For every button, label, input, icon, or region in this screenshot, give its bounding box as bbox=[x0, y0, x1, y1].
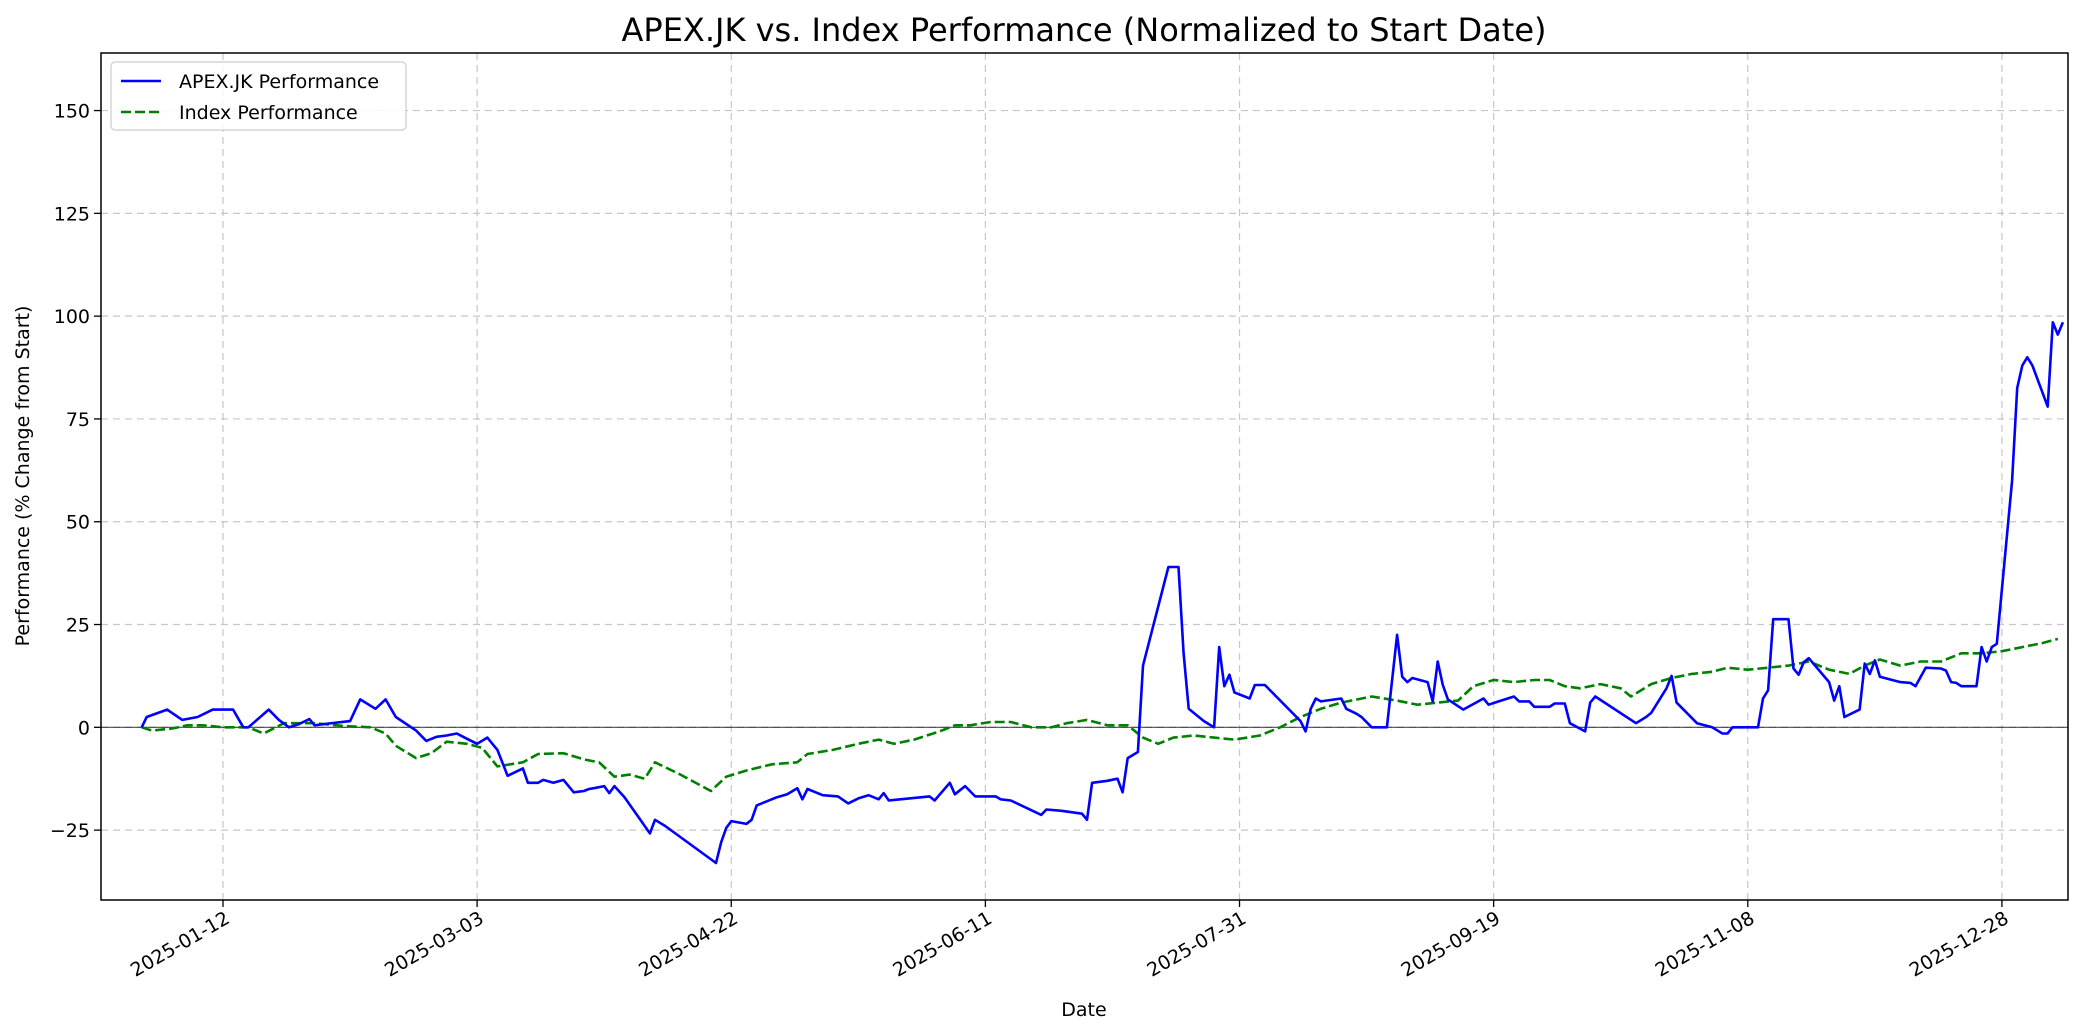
x-tick-label: 2025-07-31 bbox=[1143, 907, 1250, 981]
x-tick-label: 2025-01-12 bbox=[127, 907, 234, 981]
x-tick-label: 2025-12-28 bbox=[1906, 907, 2013, 981]
x-tick-label: 2025-04-22 bbox=[635, 907, 742, 981]
x-axis-label: Date bbox=[1061, 999, 1106, 1021]
y-axis-label: Performance (% Change from Start) bbox=[12, 306, 34, 647]
x-tick-label: 2025-11-08 bbox=[1652, 907, 1759, 981]
legend: APEX.JK Performance Index Performance bbox=[110, 61, 407, 131]
y-tick-label: 0 bbox=[78, 717, 90, 739]
y-tick-label: 75 bbox=[66, 409, 90, 431]
y-axis-ticks: −25 0 25 50 75 100 125 150 bbox=[50, 101, 101, 842]
y-tick-label: −25 bbox=[50, 820, 90, 842]
x-axis-ticks: 2025-01-12 2025-03-03 2025-04-22 2025-06-11… bbox=[127, 900, 2013, 982]
chart-title: APEX.JK vs. Index Performance (Normalize… bbox=[622, 11, 1547, 49]
y-tick-label: 25 bbox=[66, 615, 90, 637]
y-tick-label: 50 bbox=[66, 512, 90, 534]
plot-frame bbox=[100, 52, 2069, 901]
x-tick-label: 2025-06-11 bbox=[889, 907, 996, 981]
x-tick-label: 2025-03-03 bbox=[381, 907, 488, 981]
legend-label: Index Performance bbox=[179, 102, 358, 124]
series-layer bbox=[140, 321, 2065, 865]
x-tick-label: 2025-09-19 bbox=[1398, 907, 1505, 981]
grid bbox=[101, 53, 2068, 900]
y-tick-label: 100 bbox=[54, 306, 90, 328]
series-line-index-performance bbox=[141, 637, 2059, 793]
legend-box bbox=[110, 61, 407, 131]
legend-label: APEX.JK Performance bbox=[179, 71, 379, 93]
series-line-apex-jk-performance bbox=[140, 321, 2065, 865]
y-tick-label: 125 bbox=[54, 203, 90, 225]
y-tick-label: 150 bbox=[54, 101, 90, 123]
